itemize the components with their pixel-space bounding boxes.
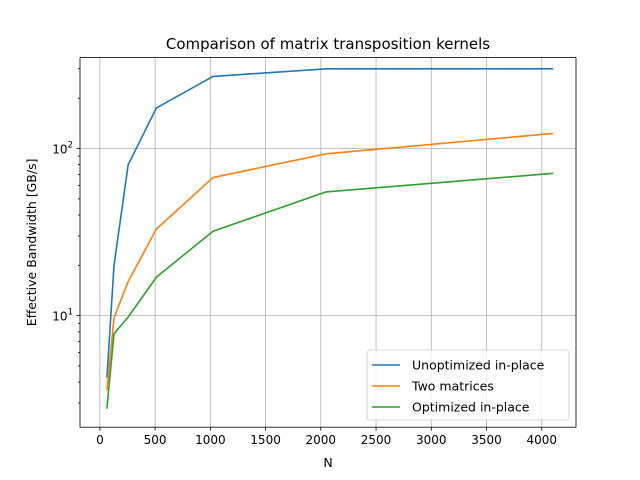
series-line <box>106 67 554 378</box>
y-tick-label-exponent: 2 <box>68 141 73 151</box>
chart-title: Comparison of matrix transposition kerne… <box>166 35 490 53</box>
x-tick-label: 4000 <box>526 433 557 447</box>
x-tick-label: 3500 <box>471 433 502 447</box>
plot-frame <box>79 57 577 428</box>
legend-label: Optimized in-place <box>412 400 530 415</box>
legend-label: Two matrices <box>411 379 494 394</box>
legend: Unoptimized in-place Two matrices Optimize… <box>366 349 570 421</box>
series-line <box>106 172 554 409</box>
x-axis-label: N <box>323 455 332 470</box>
y-axis-label: Effective Bandwidth [GB/s] <box>24 159 39 327</box>
x-tick-label: 1500 <box>250 433 281 447</box>
series-line <box>106 132 554 391</box>
y-tick-label: 101 <box>52 308 73 324</box>
x-tick-label: 500 <box>144 433 167 447</box>
legend-box <box>366 349 570 421</box>
x-tick-label: 0 <box>96 433 104 447</box>
y-tick-label-base: 10 <box>52 310 67 324</box>
x-tick-label: 1000 <box>195 433 226 447</box>
grid-lines <box>80 57 576 428</box>
legend-label: Unoptimized in-place <box>412 358 545 373</box>
x-tick-label: 2000 <box>306 433 337 447</box>
y-tick-label-exponent: 1 <box>68 308 73 318</box>
y-tick-label: 102 <box>52 141 73 157</box>
plot-series <box>106 67 554 409</box>
y-tick-label-base: 10 <box>52 143 67 157</box>
x-tick-label: 2500 <box>361 433 392 447</box>
x-tick-label: 3000 <box>416 433 447 447</box>
